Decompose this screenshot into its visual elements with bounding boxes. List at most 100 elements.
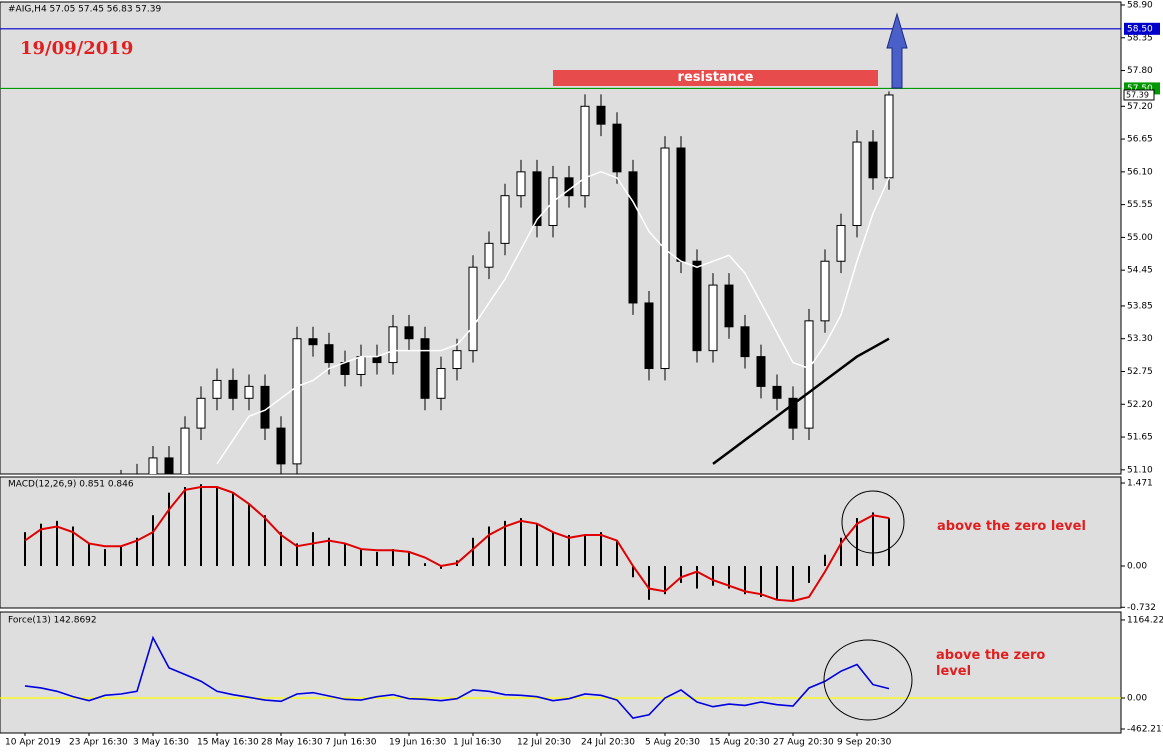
macd-bar (328, 537, 330, 566)
highlight-circle (823, 639, 913, 721)
highlight-circle (841, 490, 905, 554)
macd-panel (0, 476, 1122, 609)
candle-body (884, 94, 894, 179)
x-tick-label: 15 Aug 20:30 (709, 738, 770, 748)
y-tick-label: 58.90 (1127, 0, 1153, 10)
x-tick-label: 27 Aug 20:30 (773, 738, 834, 748)
x-tick-label: 24 Jul 20:30 (581, 738, 635, 748)
macd-bar (536, 523, 538, 566)
candle-body (724, 284, 734, 328)
y-tick-label: 57.20 (1127, 102, 1153, 112)
macd-bar (888, 518, 890, 566)
macd-bar (584, 534, 586, 566)
macd-header: MACD(12,26,9) 0.851 0.846 (8, 480, 134, 490)
x-tick-label: 28 May 16:30 (261, 738, 323, 748)
macd-bar (408, 551, 410, 566)
candle-body (196, 397, 206, 429)
macd-bar (24, 532, 26, 566)
y-tick-label: -0.732 (1127, 603, 1156, 613)
macd-bar (632, 565, 634, 578)
candle-body (772, 385, 782, 399)
y-tick-label: 52.20 (1127, 400, 1153, 410)
macd-bar (232, 492, 234, 566)
macd-bar (280, 532, 282, 566)
y-tick-label: 0.00 (1127, 561, 1147, 571)
level-label: 58.50 (1127, 24, 1153, 34)
candle-body (612, 123, 622, 173)
candle-body (420, 338, 430, 399)
macd-bar (872, 512, 874, 566)
macd-bar (520, 518, 522, 566)
y-tick-label: 51.65 (1127, 433, 1153, 443)
candle-body (308, 338, 318, 346)
macd-bar (568, 534, 570, 566)
x-tick-label: 19 Jun 16:30 (389, 738, 446, 748)
macd-bar (680, 565, 682, 583)
macd-bar (696, 565, 698, 589)
macd-bar (376, 551, 378, 566)
candle-body (452, 350, 462, 370)
y-tick-label: 52.75 (1127, 367, 1153, 377)
macd-bar (440, 565, 442, 569)
last-price-label: 57.39 (1126, 90, 1149, 99)
candle-body (676, 147, 686, 262)
force-header: Force(13) 142.8692 (8, 616, 97, 626)
macd-bar (776, 565, 778, 600)
macd-bar (200, 484, 202, 566)
y-tick-label: 1164.227 (1127, 615, 1163, 625)
macd-bar (712, 565, 714, 586)
y-tick-label: 58.35 (1127, 33, 1153, 43)
last-price-box (1123, 89, 1155, 101)
moving-average (216, 171, 890, 465)
level-label-box (1124, 22, 1160, 35)
candle-body (740, 326, 750, 358)
force-layer (0, 635, 1121, 719)
y-tick-label: -462.217 (1127, 724, 1163, 734)
candle-body (180, 427, 190, 474)
candle-body (660, 147, 670, 370)
candle-body (852, 141, 862, 226)
y-tick-label: 53.30 (1127, 334, 1153, 344)
y-tick-label: 56.10 (1127, 167, 1153, 177)
candle-body (372, 356, 382, 364)
macd-bar (728, 565, 730, 589)
macd-bar (840, 537, 842, 566)
candle-body (276, 427, 286, 465)
candle-body (356, 356, 366, 375)
candle-body (324, 344, 334, 364)
candle-body (148, 457, 158, 474)
x-tick-label: 23 Apr 16:30 (69, 738, 128, 748)
candle-body (580, 105, 590, 197)
date-label: 19/09/2019 (20, 38, 134, 59)
x-tick-label: 3 May 16:30 (133, 738, 189, 748)
candle-body (804, 320, 814, 429)
candle-body (484, 242, 494, 268)
candle-body (228, 379, 238, 399)
y-tick-label: 57.80 (1127, 66, 1153, 76)
macd-bar (184, 487, 186, 566)
force-panel (0, 611, 1122, 734)
macd-bar (168, 492, 170, 566)
y-tick-label: 0.00 (1127, 694, 1147, 704)
macd-bar (120, 546, 122, 566)
candle-body (436, 368, 446, 399)
candle-body (404, 326, 414, 340)
macd-bar (360, 549, 362, 566)
y-tick-label: 1.471 (1127, 479, 1153, 489)
candle-body (708, 284, 718, 352)
x-tick-label: 9 Sep 20:30 (837, 738, 892, 748)
macd-layer (24, 484, 890, 602)
macd-bar (488, 526, 490, 566)
candle-body (788, 397, 798, 429)
candle-body (820, 260, 830, 322)
candle-body (388, 326, 398, 364)
y-tick-label: 56.65 (1127, 135, 1153, 145)
candle-body (532, 171, 542, 226)
level-label: 57.50 (1127, 84, 1153, 94)
price-layer (0, 28, 1121, 474)
force-note: above the zero level (936, 648, 1046, 679)
macd-bar (344, 543, 346, 566)
macd-bar (56, 520, 58, 566)
x-tick-label: 15 May 16:30 (197, 738, 259, 748)
